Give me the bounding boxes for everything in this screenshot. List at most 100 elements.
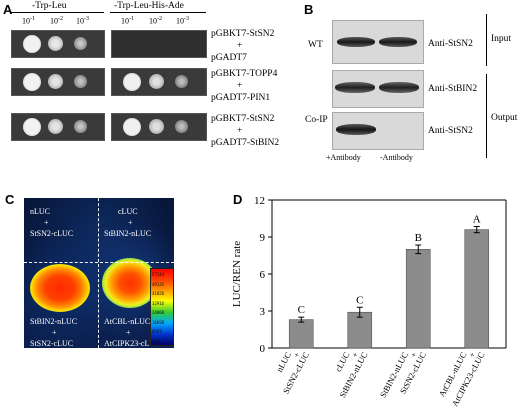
- output-bracket: [486, 74, 487, 158]
- bar: [405, 249, 431, 349]
- protein-band: [379, 82, 419, 93]
- protein-band: [379, 37, 417, 47]
- x-tick-label: +: [466, 350, 477, 359]
- bar: [288, 319, 314, 349]
- dilution-label: 10-3: [76, 16, 89, 26]
- quadrant-label-top-right: cLUC + StBIN2-nLUC: [104, 206, 151, 239]
- quadrant-line: +: [52, 328, 57, 337]
- scale-tick: 8593: [152, 329, 162, 334]
- dilution-label: 10-2: [50, 16, 63, 26]
- yeast-spot: [23, 35, 41, 53]
- scale-tick: 49135: [152, 281, 165, 287]
- construct-line: pGADT7-StBIN2: [211, 138, 280, 148]
- col2-header: -Trp-Leu-His-Ade: [114, 1, 184, 11]
- quadrant-label-bottom-left: StBIN2-nLUC + StSN2-cLUC: [30, 316, 77, 349]
- yeast-plate-selective: [111, 68, 207, 96]
- quadrant-divider-vertical: [98, 198, 99, 348]
- yeast-plate-nonselective: [11, 113, 105, 141]
- quadrant-line: AtCIPK23-cLUC: [104, 339, 161, 348]
- bar: [464, 229, 490, 349]
- yeast-plate-nonselective: [11, 68, 105, 96]
- yeast-spot: [23, 118, 41, 136]
- panel-a-label: A: [3, 2, 13, 17]
- construct-line: pGBKT7-StSN2: [211, 29, 275, 39]
- x-tick-label: +: [349, 350, 360, 359]
- yeast-plate-selective: [111, 30, 207, 58]
- protein-band: [337, 37, 375, 47]
- quadrant-line: StSN2-cLUC: [30, 339, 74, 348]
- dilution-label: 10-1: [121, 16, 134, 26]
- quadrant-line: +: [126, 328, 131, 337]
- panel-d-label: D: [233, 192, 243, 207]
- panel-b-label: B: [304, 2, 314, 17]
- dilution-label: 10-2: [149, 16, 162, 26]
- construct-label-row3: pGBKT7-StSN2 + pGADT7-StBIN2: [211, 113, 279, 149]
- yeast-plate-nonselective: [11, 30, 105, 58]
- y-axis-label: LUC/REN rate: [231, 241, 243, 307]
- significance-letter: C: [298, 304, 305, 316]
- yeast-spot: [149, 74, 164, 89]
- blot-label-stbin2: Anti-StBIN2: [428, 84, 478, 94]
- quadrant-line: +: [44, 218, 49, 227]
- yeast-spot: [23, 73, 41, 91]
- construct-plus: +: [237, 81, 243, 91]
- yeast-plate-selective: [111, 113, 207, 141]
- western-blot-coip: [332, 112, 424, 150]
- yeast-spot: [48, 119, 63, 134]
- construct-plus: +: [237, 126, 243, 136]
- quadrant-line: StSN2-cLUC: [30, 229, 74, 238]
- yeast-spot: [48, 36, 63, 51]
- wt-label: WT: [308, 40, 323, 50]
- lane-label: +Antibody: [326, 153, 361, 162]
- quadrant-line: AtCBL-nLUC: [104, 317, 151, 326]
- quadrant-line: nLUC: [30, 207, 50, 216]
- x-tick-label: nLUC: [274, 350, 293, 374]
- quadrant-line: StBIN2-nLUC: [30, 317, 78, 326]
- yeast-spot: [74, 75, 87, 88]
- y-tick-label: 9: [260, 232, 266, 244]
- significance-letter: B: [415, 232, 422, 244]
- yeast-spot: [48, 74, 63, 89]
- bar: [347, 311, 373, 349]
- yeast-spot: [149, 119, 164, 134]
- col2-header-rule: [110, 12, 206, 13]
- protein-band: [336, 124, 376, 135]
- coip-label: Co-IP: [305, 115, 328, 125]
- construct-label-row1: pGBKT7-StSN2 + pGADT7: [211, 28, 274, 64]
- construct-label-row2: pGBKT7-TOPP4 + pGADT7-PIN1: [211, 68, 277, 104]
- output-label: Output: [491, 113, 518, 123]
- lane-label: -Antibody: [380, 153, 413, 162]
- western-blot-input-stsn2: [332, 20, 424, 64]
- quadrant-line: StBIN2-nLUC: [104, 229, 152, 238]
- scale-tick: 24808: [152, 310, 165, 315]
- quadrant-line: +: [128, 218, 133, 227]
- dilution-label: 10-1: [22, 16, 35, 26]
- color-scale-ticks: 57244 49135 41026 32916 24808 16698 8593…: [152, 270, 164, 346]
- quadrant-divider-horizontal: [24, 262, 174, 263]
- y-tick-label: 3: [260, 306, 266, 318]
- quadrant-label-top-left: nLUC + StSN2-cLUC: [30, 206, 73, 239]
- scale-tick: 41026: [152, 291, 165, 296]
- yeast-spot: [74, 120, 87, 133]
- y-tick-label: 12: [254, 195, 265, 207]
- quadrant-line: cLUC: [118, 207, 138, 216]
- western-blot-input-stbin2: [332, 70, 424, 108]
- input-bracket: [486, 14, 487, 66]
- significance-letter: C: [356, 294, 363, 306]
- luminescence-spot: [102, 258, 158, 308]
- scale-tick: 16698: [152, 319, 165, 325]
- x-tick-label: +: [408, 350, 419, 359]
- col1-header-rule: [10, 12, 104, 13]
- quadrant-label-bottom-right: AtCBL-nLUC + AtCIPK23-cLUC: [104, 316, 160, 349]
- significance-letter: A: [473, 214, 481, 226]
- panel-c-label: C: [5, 192, 15, 207]
- yeast-spot: [123, 73, 141, 91]
- y-tick-label: 6: [260, 269, 266, 281]
- construct-line: pGADT7-PIN1: [211, 93, 271, 103]
- x-tick-label: cLUC: [333, 350, 352, 373]
- col1-header: -Trp-Leu: [32, 1, 67, 11]
- protein-band: [335, 82, 375, 93]
- x-tick-label: +: [291, 350, 302, 359]
